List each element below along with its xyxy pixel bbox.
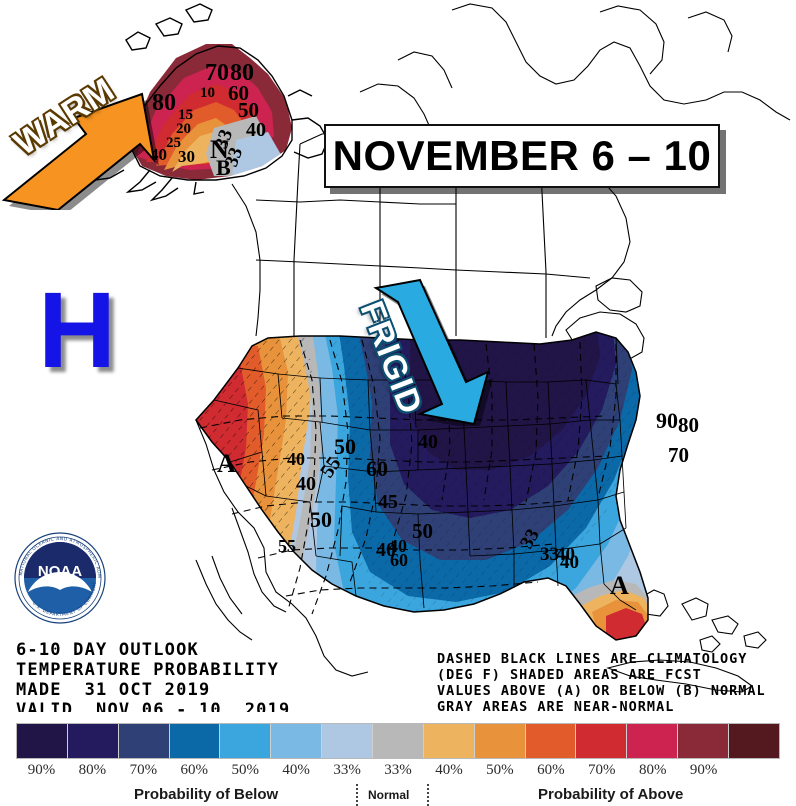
noaa-logo: NOAA NATIONAL OCEANIC AND ATMOSPHERIC AD… — [12, 530, 106, 624]
legend-tick-9: 50% — [486, 762, 514, 778]
svg-text:15: 15 — [178, 107, 193, 123]
legend-tick-0: 90% — [27, 762, 56, 778]
svg-text:40: 40 — [418, 431, 438, 453]
svg-text:A: A — [610, 571, 629, 600]
legend-tick-7: 33% — [384, 762, 412, 778]
svg-text:60: 60 — [390, 550, 408, 570]
svg-text:10: 10 — [200, 85, 215, 101]
outlook-caption-left: 6-10 DAY OUTLOOK TEMPERATURE PROBABILITY… — [16, 640, 291, 721]
frigid-arrow-annotation — [373, 278, 493, 426]
svg-text:40: 40 — [246, 119, 266, 141]
svg-text:70: 70 — [205, 60, 229, 86]
normal-divider-left — [356, 784, 358, 806]
svg-text:40: 40 — [287, 449, 305, 469]
svg-text:50: 50 — [238, 98, 259, 122]
svg-text:33: 33 — [540, 544, 559, 565]
svg-text:40: 40 — [376, 539, 396, 561]
svg-text:N: N — [210, 135, 229, 164]
alaska-coastline — [94, 3, 329, 202]
legend-swatch-8 — [423, 724, 475, 758]
legend-swatch-3 — [169, 724, 221, 758]
noaa-logo-text: NOAA — [38, 563, 82, 580]
legend-swatch-10 — [525, 724, 577, 758]
svg-text:80: 80 — [152, 90, 176, 116]
svg-text:25: 25 — [166, 135, 181, 151]
legend-tick-1: 80% — [78, 762, 107, 778]
alaska-contour-labels: 70 80 10 60 50 40 80 15 20 25 30 40 N 33… — [150, 60, 266, 180]
legend-tick-2: 70% — [129, 762, 158, 778]
legend-caption-normal: Normal — [368, 788, 410, 802]
state-boundaries — [213, 337, 637, 611]
north-america-map: 70 80 10 60 50 40 80 15 20 25 30 40 N 33… — [94, 3, 791, 693]
svg-text:80: 80 — [678, 413, 699, 437]
svg-text:70: 70 — [668, 443, 689, 467]
probability-legend: 90% 80% 70% 60% 50% 40% 33% 33% 40% 50% 60% 70% 80% 9… — [0, 712, 796, 806]
legend-swatch-7 — [373, 724, 424, 758]
legend-tick-12: 80% — [638, 762, 667, 778]
legend-tick-5: 40% — [282, 762, 310, 778]
legend-swatch-13 — [678, 724, 730, 758]
svg-text:40: 40 — [389, 536, 407, 556]
warm-arrow-annotation — [2, 92, 159, 210]
legend-tick-11: 70% — [588, 762, 616, 778]
svg-text:90: 90 — [656, 408, 678, 433]
svg-text:40: 40 — [560, 552, 579, 573]
svg-text:80: 80 — [230, 60, 254, 86]
climatology-contours — [199, 339, 617, 615]
legend-color-bar[interactable] — [16, 723, 780, 759]
legend-swatch-5 — [271, 724, 323, 758]
legend-captions: Probability of Below Normal Probability … — [16, 784, 780, 806]
legend-tick-14 — [729, 762, 780, 784]
svg-text:50: 50 — [310, 507, 332, 532]
legend-tick-4: 50% — [231, 762, 259, 778]
svg-text:40: 40 — [296, 473, 316, 495]
legend-tick-10: 60% — [537, 762, 565, 778]
legend-swatch-11 — [576, 724, 628, 758]
svg-text:B: B — [216, 155, 231, 180]
map-canvas[interactable]: 70 80 10 60 50 40 80 15 20 25 30 40 N 33… — [0, 0, 796, 712]
high-pressure-symbol: H — [38, 269, 116, 390]
legend-swatch-1 — [67, 724, 119, 758]
legend-swatch-4 — [220, 724, 272, 758]
svg-text:60: 60 — [366, 456, 388, 481]
legend-tick-13: 90% — [689, 762, 718, 778]
legend-tick-8: 40% — [435, 762, 463, 778]
legend-tick-labels: 90% 80% 70% 60% 50% 40% 33% 33% 40% 50% 60% 70% 80% 9… — [16, 762, 780, 784]
svg-text:45: 45 — [378, 491, 398, 513]
legend-caption-above: Probability of Above — [538, 786, 684, 803]
legend-swatch-14 — [729, 724, 779, 758]
svg-text:55: 55 — [278, 536, 296, 556]
svg-text:A: A — [217, 449, 236, 478]
legend-swatch-2 — [118, 724, 170, 758]
legend-swatch-12 — [627, 724, 679, 758]
outlook-caption-right: DASHED BLACK LINES ARE CLIMATOLOGY (DEG … — [437, 651, 766, 715]
svg-text:30: 30 — [178, 147, 195, 166]
normal-divider-right — [427, 784, 429, 806]
legend-tick-6: 33% — [333, 762, 361, 778]
svg-text:40: 40 — [556, 544, 575, 565]
title-banner-text: NOVEMBER 6 – 10 — [332, 132, 712, 179]
title-banner: NOVEMBER 6 – 10 — [324, 124, 720, 188]
legend-swatch-9 — [474, 724, 526, 758]
legend-caption-below: Probability of Below — [134, 786, 279, 803]
svg-text:50: 50 — [334, 434, 356, 459]
svg-text:60: 60 — [228, 81, 249, 105]
legend-swatch-0 — [17, 724, 68, 758]
legend-tick-3: 60% — [180, 762, 209, 778]
svg-text:20: 20 — [176, 121, 191, 137]
legend-swatch-6 — [322, 724, 374, 758]
svg-text:50: 50 — [412, 519, 433, 543]
